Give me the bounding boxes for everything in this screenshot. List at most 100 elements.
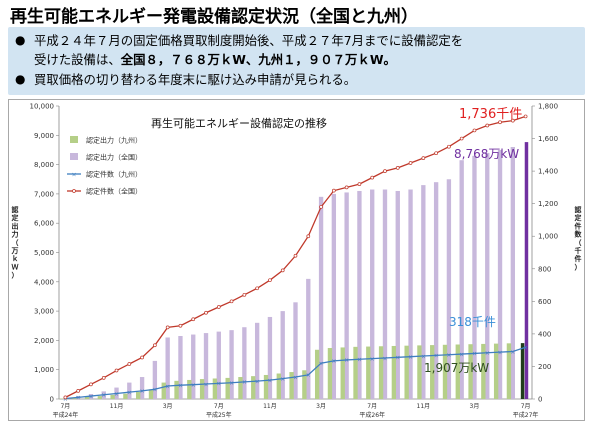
bar-national: [433, 182, 439, 399]
legend-label: 認定出力（全国）: [86, 153, 142, 162]
marker-count-kyushu: ×: [229, 380, 234, 387]
bar-national: [395, 190, 400, 399]
x-tick-label: 11月: [110, 403, 124, 410]
y-left-tick-label: 2,000: [34, 337, 54, 345]
marker-count-national: [229, 299, 234, 304]
x-tick-label: 7月: [60, 403, 70, 410]
marker-count-kyushu: ×: [255, 378, 260, 385]
marker-count-kyushu: ×: [88, 393, 93, 400]
marker-count-kyushu: ×: [280, 376, 285, 383]
marker-count-kyushu: ×: [382, 355, 387, 362]
bar-kyushu: [161, 382, 166, 399]
bar-national: [497, 149, 503, 399]
legend-marker: [72, 189, 76, 193]
y-right-tick-label: 1,800: [538, 103, 558, 111]
y-left-tick-label: 7,000: [34, 190, 54, 198]
bullet-dot-icon: ●: [15, 33, 26, 47]
bar-kyushu: [366, 346, 371, 399]
x-tick-label: 11月: [417, 403, 431, 410]
marker-count-kyushu: ×: [242, 379, 247, 386]
marker-count-national: [204, 310, 208, 315]
marker-count-kyushu: ×: [523, 345, 528, 352]
bar-kyushu: [251, 376, 256, 399]
chart-annotation: 318千件: [449, 315, 496, 329]
line-count-kyushu: [65, 346, 526, 400]
marker-count-national: [268, 278, 272, 283]
bar-kyushu: [327, 348, 333, 399]
legend-label: 認定出力（九州）: [86, 136, 142, 145]
bar-national: [357, 190, 362, 399]
bar-kyushu: [263, 374, 269, 399]
bullet-dot-icon: ●: [15, 72, 26, 86]
marker-count-national: [434, 151, 438, 156]
marker-count-kyushu: ×: [434, 353, 439, 360]
bar-national: [165, 337, 170, 399]
y-right-tick-label: 1,600: [538, 135, 558, 143]
legend-swatch: [70, 153, 78, 160]
marker-count-national: [63, 395, 68, 400]
marker-count-national: [127, 362, 132, 366]
bar-kyushu: [276, 373, 281, 399]
bullet-text-line1: 平成２４年７月の固定価格買取制度開始後、平成２７年7月までに設備認定を: [34, 33, 464, 48]
y-left-tick-label: 4,000: [34, 278, 54, 286]
legend-swatch: [70, 136, 78, 143]
bar-kyushu: [302, 370, 307, 399]
bar-kyushu: [404, 345, 409, 399]
x-tick-label: 11月: [263, 403, 277, 410]
marker-count-national: [140, 355, 144, 360]
marker-count-national: [357, 182, 362, 186]
marker-count-national: [89, 382, 93, 387]
marker-count-kyushu: ×: [344, 357, 349, 364]
bar-national: [421, 185, 426, 399]
bar-kyushu: [110, 394, 115, 399]
marker-count-kyushu: ×: [319, 360, 324, 367]
y-right-tick-label: 600: [538, 298, 551, 306]
x-year-label: 平成27年: [513, 411, 539, 419]
marker-count-kyushu: ×: [76, 395, 81, 402]
y-right-axis-label: 認定件数（千件）: [575, 205, 583, 271]
y-right-tick-label: 0: [538, 396, 542, 404]
y-left-tick-label: 8,000: [34, 161, 54, 169]
bar-national: [280, 311, 285, 399]
bar-kyushu: [520, 343, 525, 399]
bar-national: [370, 189, 375, 399]
y-right-tick-label: 1,200: [538, 200, 558, 208]
marker-count-kyushu: ×: [140, 388, 145, 395]
bar-national: [472, 155, 477, 399]
marker-count-kyushu: ×: [178, 382, 183, 389]
bar-kyushu: [481, 343, 486, 399]
marker-count-kyushu: ×: [293, 374, 298, 381]
x-year-label: 平成24年: [53, 411, 79, 419]
marker-count-national: [383, 169, 387, 173]
bar-national: [408, 189, 413, 399]
bar-national: [139, 377, 145, 399]
bullet-text-rush: 買取価格の切り替わる年度末に駆け込み申請が見られる。: [34, 72, 357, 87]
marker-count-kyushu: ×: [127, 389, 132, 396]
marker-count-national: [485, 123, 490, 128]
bar-kyushu: [212, 378, 218, 399]
chart-svg: 再生可能エネルギー設備認定の推移 0 1,000 2,000 3,000 4,000 5,0…: [11, 103, 583, 420]
x-tick-label: 7月: [214, 403, 224, 410]
bar-kyushu: [174, 380, 179, 399]
marker-count-national: [101, 375, 106, 380]
x-tick-label: 7月: [521, 403, 531, 410]
bar-national: [318, 196, 324, 399]
bar-kyushu: [238, 377, 243, 399]
bar-national: [510, 147, 515, 399]
chart-title: 再生可能エネルギー設備認定の推移: [151, 116, 327, 130]
marker-count-national: [344, 185, 349, 190]
marker-count-kyushu: ×: [165, 383, 170, 390]
y-left-tick-label: 9,000: [34, 132, 54, 140]
marker-count-national: [191, 317, 196, 322]
y-left-tick-label: 1,000: [34, 366, 54, 374]
marker-count-kyushu: ×: [408, 354, 413, 361]
legend-label: 認定件数（全国）: [86, 187, 142, 196]
bar-kyushu: [148, 389, 154, 399]
marker-count-kyushu: ×: [152, 387, 157, 394]
marker-count-national: [510, 118, 515, 123]
bullet-text-line2-bold: 全国８，７６８万ｋW、九州１，９０７万ｋW。: [120, 52, 396, 67]
bar-national: [344, 192, 349, 399]
bar-national: [216, 331, 221, 399]
bar-kyushu: [84, 396, 90, 399]
marker-count-kyushu: ×: [101, 392, 106, 399]
